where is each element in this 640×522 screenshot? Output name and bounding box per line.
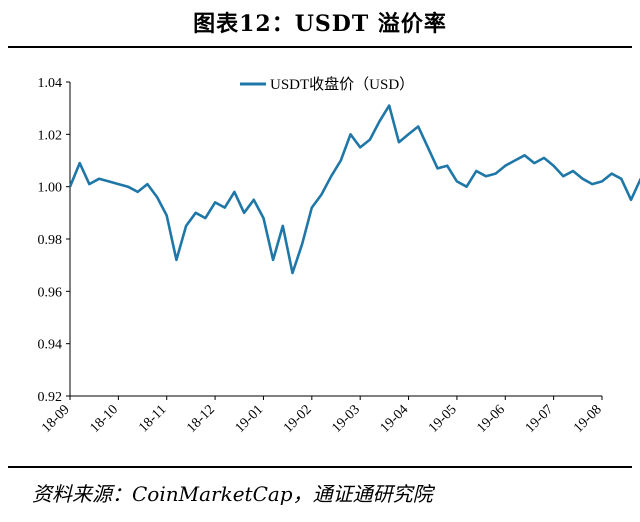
chart-title: 图表12：USDT 溢价率 [193,11,447,37]
y-tick-label: 0.98 [38,233,63,248]
x-tick-label: 19-05 [426,402,460,436]
source-note: 资料来源：CoinMarketCap，通证通研究院 [32,482,433,506]
legend: USDT收盘价（USD） [240,75,414,93]
y-tick-label: 1.02 [38,128,63,143]
series-group [68,104,640,275]
y-tick-label: 1.04 [38,76,63,91]
x-tick-label: 19-07 [523,402,557,436]
x-tick-label: 18-11 [136,402,169,435]
x-tick-label: 19-04 [378,402,412,436]
series-line-usdt [68,104,640,275]
y-tick-label: 0.92 [38,390,63,405]
y-tick-label: 1.00 [38,181,63,196]
x-tick-label: 19-03 [329,402,363,436]
x-tick-label: 19-01 [233,402,267,436]
title-rule [8,46,632,48]
x-tick-label: 19-06 [474,402,508,436]
y-tick-label: 0.96 [38,285,63,300]
x-tick-label: 19-08 [571,402,605,436]
x-tick-label: 19-02 [281,402,315,436]
legend-label: USDT收盘价（USD） [270,75,414,93]
source-rule [8,466,632,468]
x-tick-label: 18-09 [39,402,73,436]
y-axis-ticks: 1.04 1.02 1.00 0.98 0.96 0.94 0.92 [38,76,70,405]
x-tick-label: 18-12 [184,402,218,436]
axes [69,82,602,397]
x-axis-ticks: 18-09 18-10 18-11 18-12 19-01 19-02 19-03 19-04… [39,396,605,436]
x-tick-label: 18-10 [87,402,121,436]
y-tick-label: 0.94 [38,338,63,353]
line-chart: 1.041.021.000.980.960.940.92 18-09 18-10 1… [38,75,640,436]
